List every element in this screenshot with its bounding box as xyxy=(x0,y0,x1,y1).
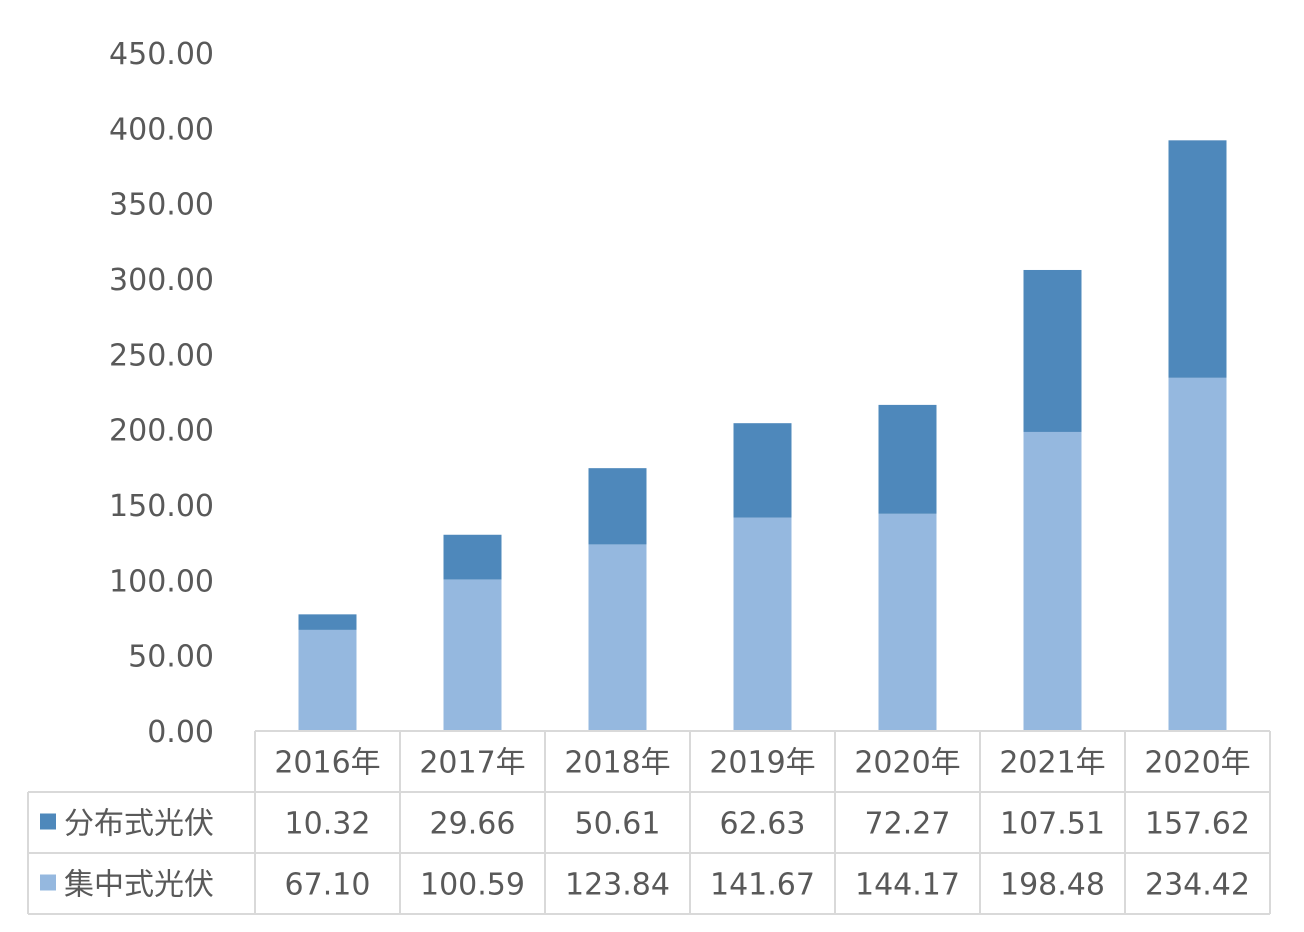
bar-segment xyxy=(1168,377,1227,731)
bars xyxy=(298,140,1227,731)
bar-segment xyxy=(878,513,937,731)
data-cell-value: 72.27 xyxy=(865,807,951,842)
bar-segment xyxy=(443,579,502,731)
x-category-label: 2021年 xyxy=(999,746,1105,781)
data-cell-value: 234.42 xyxy=(1145,868,1250,903)
data-cell-value: 141.67 xyxy=(710,868,815,903)
data-cell-value: 67.10 xyxy=(285,868,371,903)
x-category-label: 2019年 xyxy=(709,746,815,781)
data-cell-value: 198.48 xyxy=(1000,868,1105,903)
data-cell-value: 157.62 xyxy=(1145,807,1250,842)
data-cell-value: 50.61 xyxy=(575,807,661,842)
data-cell-value: 10.32 xyxy=(285,807,371,842)
y-axis-ticks: 0.00 50.00 100.00 150.00 200.00 250.00 300.00 3… xyxy=(109,37,214,750)
x-category-label: 2018年 xyxy=(564,746,670,781)
x-category-label: 2017年 xyxy=(419,746,525,781)
y-tick-label: 50.00 xyxy=(128,640,214,675)
y-tick-label: 0.00 xyxy=(147,715,214,750)
legend-series-name: 分布式光伏 xyxy=(64,807,214,842)
y-tick-label: 250.00 xyxy=(109,338,214,373)
data-cell-value: 144.17 xyxy=(855,868,960,903)
bar-segment xyxy=(443,534,502,580)
bar-segment xyxy=(588,544,647,731)
y-tick-label: 450.00 xyxy=(109,37,214,72)
y-tick-label: 300.00 xyxy=(109,263,214,298)
y-tick-label: 200.00 xyxy=(109,414,214,449)
bar-segment xyxy=(298,629,357,731)
x-category-label: 2016年 xyxy=(274,746,380,781)
legend-swatch xyxy=(40,813,56,830)
x-category-label: 2020年 xyxy=(854,746,960,781)
data-cell-value: 62.63 xyxy=(720,807,806,842)
bar-segment xyxy=(588,468,647,545)
x-category-label: 2020年 xyxy=(1144,746,1250,781)
bar-segment xyxy=(1023,269,1082,432)
bar-segment xyxy=(733,517,792,731)
y-tick-label: 350.00 xyxy=(109,188,214,223)
data-cell-value: 107.51 xyxy=(1000,807,1105,842)
bar-segment xyxy=(298,614,357,630)
bar-segment xyxy=(878,404,937,514)
bar-segment xyxy=(733,423,792,518)
legend-series-name: 集中式光伏 xyxy=(64,868,214,903)
legend-swatch xyxy=(40,874,56,891)
bar-segment xyxy=(1023,431,1082,731)
data-cell-value: 29.66 xyxy=(430,807,516,842)
y-tick-label: 150.00 xyxy=(109,489,214,524)
bar-segment xyxy=(1168,140,1227,378)
data-cell-value: 100.59 xyxy=(420,868,525,903)
data-cell-value: 123.84 xyxy=(565,868,670,903)
y-tick-label: 100.00 xyxy=(109,564,214,599)
y-tick-label: 400.00 xyxy=(109,112,214,147)
data-table: 2016年 2017年 2018年 2019年 2020年 2021年 2020年分布式光伏… xyxy=(27,730,1271,915)
